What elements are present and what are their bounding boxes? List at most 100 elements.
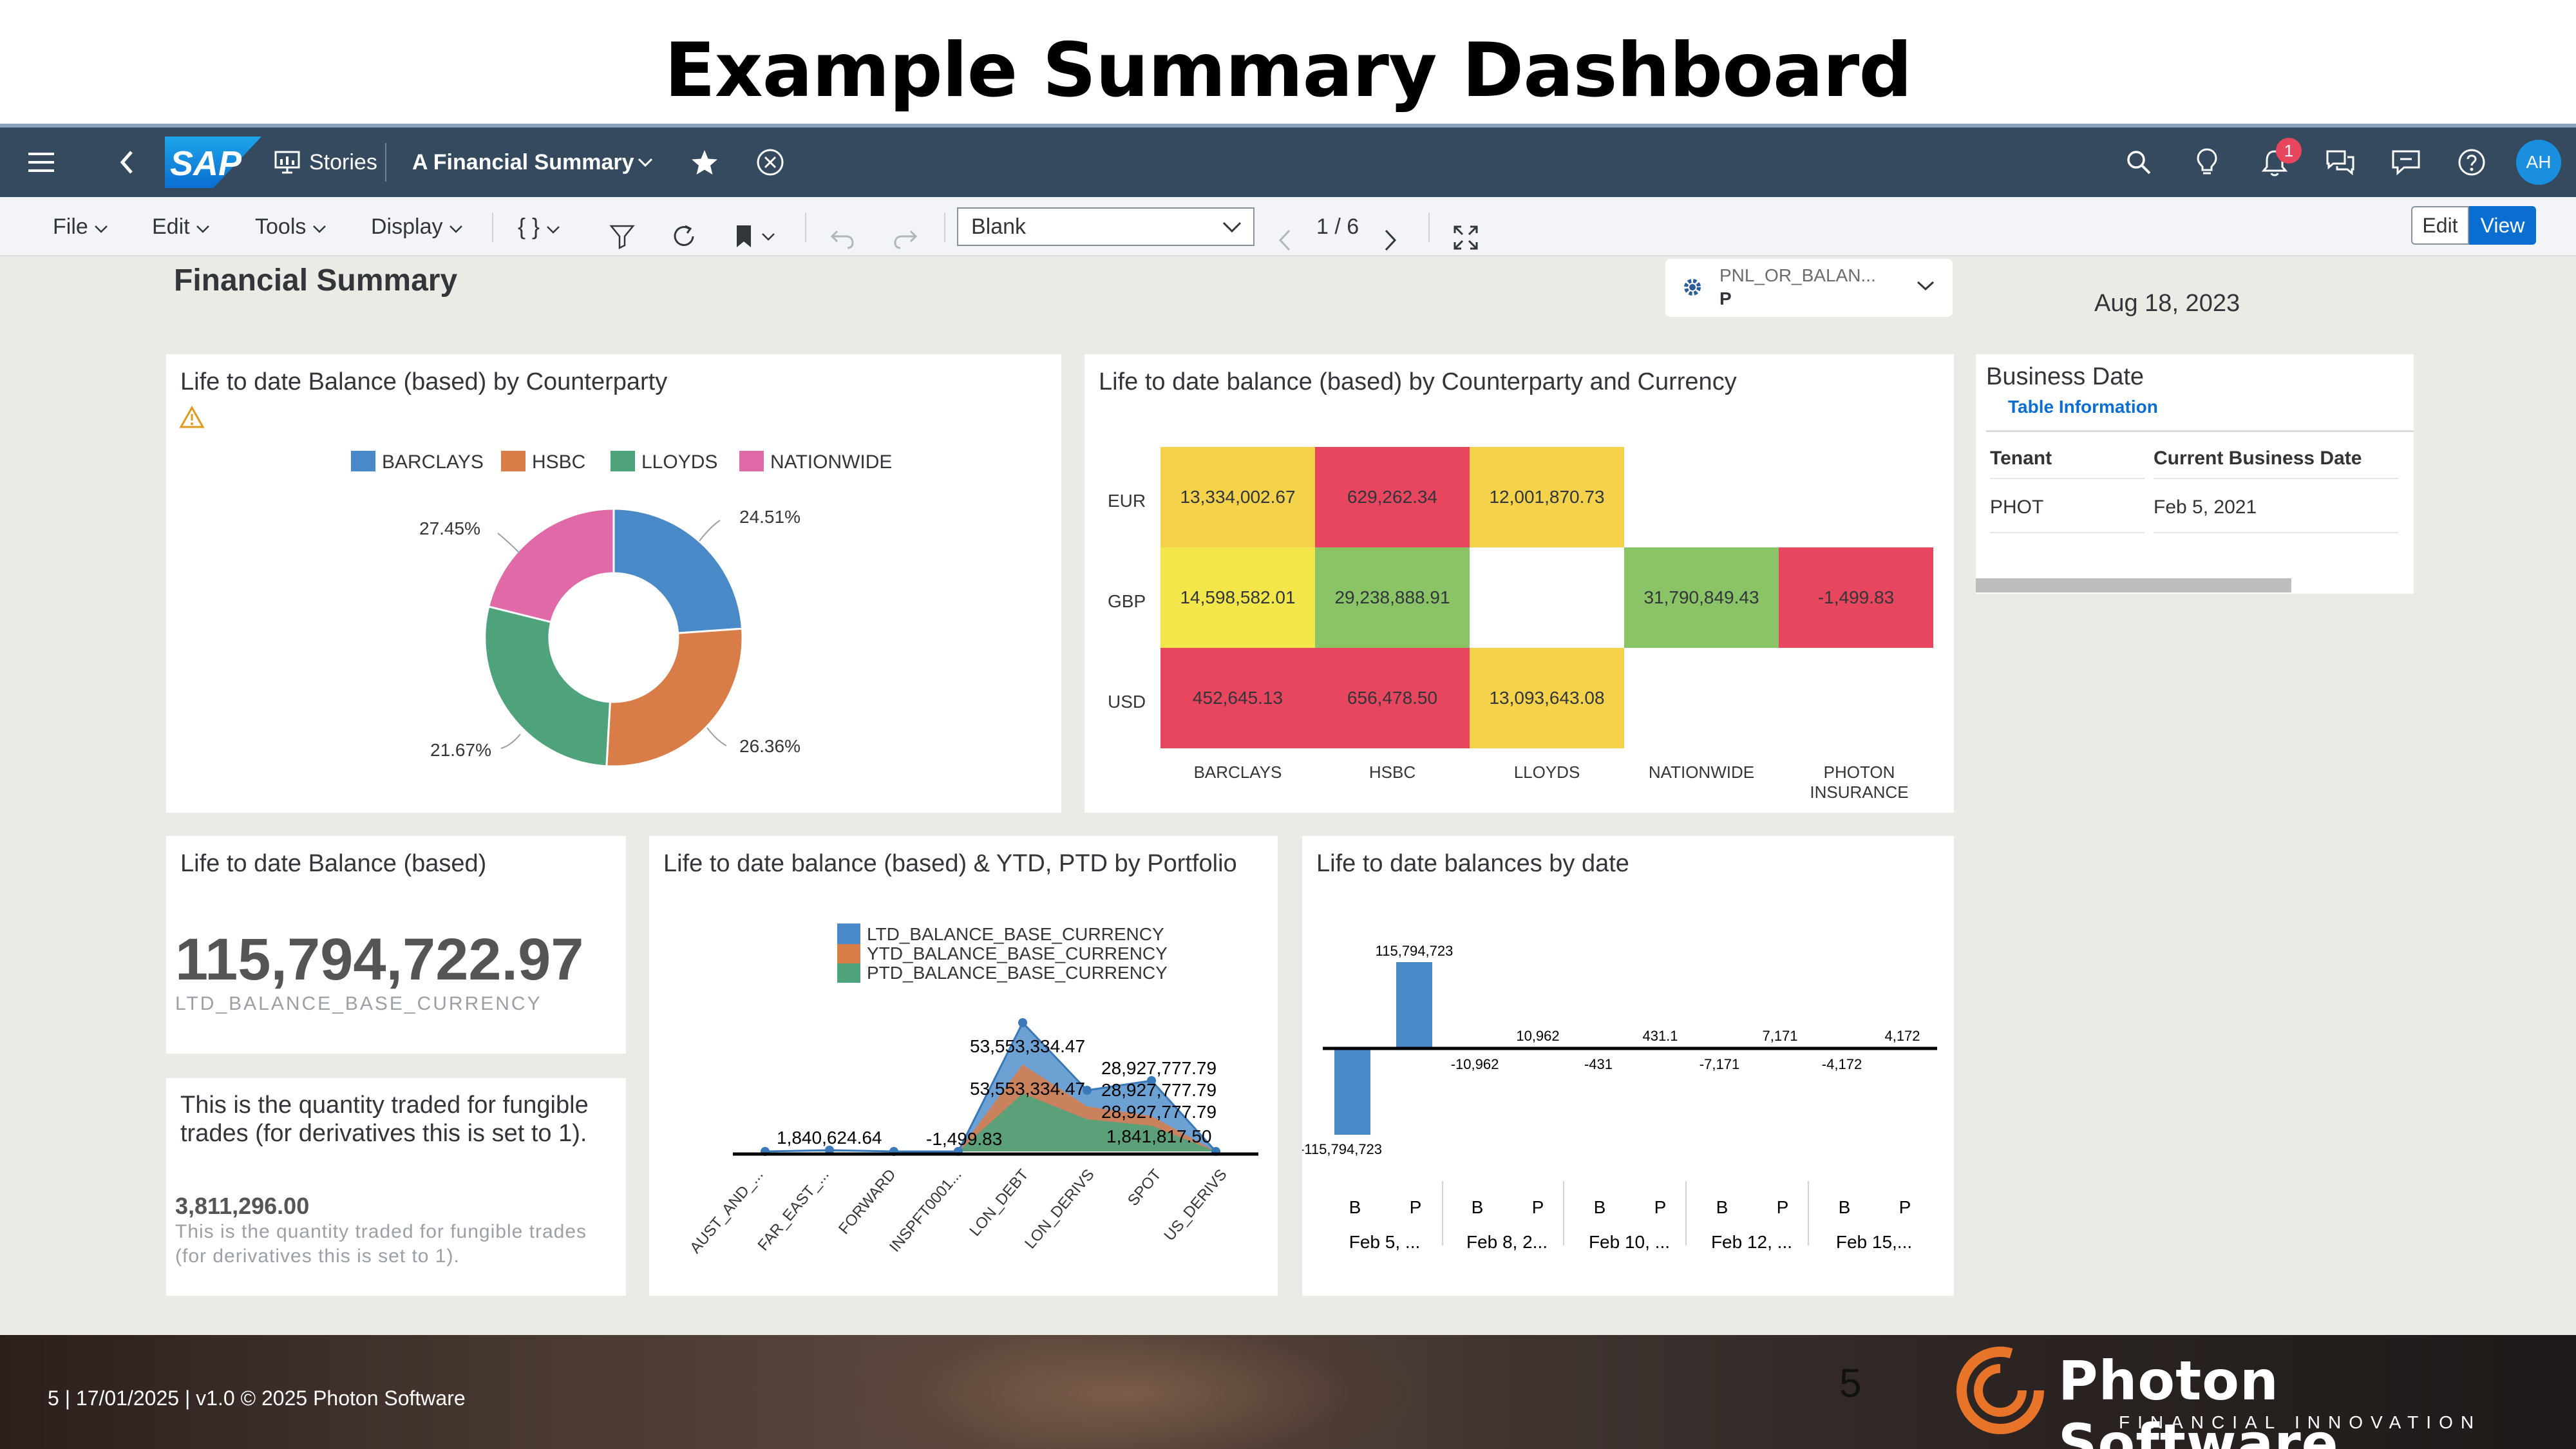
fullscreen-icon[interactable] bbox=[1453, 214, 1479, 250]
heatmap-cell[interactable]: 14,598,582.01 bbox=[1160, 547, 1315, 648]
avatar[interactable]: AH bbox=[2516, 140, 2561, 185]
search-icon[interactable] bbox=[2123, 128, 2155, 197]
heatmap-cell[interactable]: 13,334,002.67 bbox=[1160, 447, 1315, 547]
data-label: 53,553,334.47 bbox=[970, 1036, 1085, 1056]
notification-badge: 1 bbox=[2276, 138, 2302, 164]
back-icon[interactable] bbox=[111, 128, 143, 197]
bookmark-icon[interactable] bbox=[733, 213, 778, 247]
close-circle-icon[interactable] bbox=[752, 128, 788, 197]
lightbulb-icon[interactable] bbox=[2191, 128, 2223, 197]
legend-label: LLOYDS bbox=[641, 451, 717, 473]
redo-icon[interactable] bbox=[893, 214, 918, 249]
donut-slice-hsbc[interactable] bbox=[605, 627, 744, 768]
data-point[interactable] bbox=[1083, 1086, 1092, 1095]
warning-icon bbox=[179, 406, 205, 428]
fungible-value: 3,811,296.00 bbox=[175, 1193, 310, 1219]
donut-slice-barclays[interactable] bbox=[612, 507, 744, 634]
chevron-down-icon bbox=[196, 225, 209, 233]
horizontal-scrollbar[interactable] bbox=[1976, 578, 2291, 592]
heatmap-cell[interactable]: 452,645.13 bbox=[1160, 648, 1315, 748]
data-point[interactable] bbox=[1147, 1076, 1156, 1085]
menu-icon[interactable] bbox=[24, 128, 58, 197]
table-info-tab[interactable]: Table Information bbox=[2008, 397, 2158, 417]
chevron-down-icon bbox=[1917, 281, 1935, 291]
heatmap-cell[interactable]: 13,093,643.08 bbox=[1470, 648, 1624, 748]
input-control[interactable]: PNL_OR_BALAN... P bbox=[1665, 259, 1953, 317]
file-menu[interactable]: File bbox=[53, 197, 108, 256]
category-label: INSPFT0001... bbox=[886, 1166, 965, 1256]
toolbar-separator bbox=[492, 213, 493, 242]
line-ltd bbox=[764, 1021, 1217, 1153]
category-label: US_DERIVS bbox=[1160, 1166, 1230, 1245]
help-icon[interactable] bbox=[2454, 128, 2490, 197]
kpi-tile[interactable]: Life to date Balance (based) 115,794,722… bbox=[166, 836, 626, 1054]
photon-logo-icon bbox=[1956, 1347, 2044, 1434]
shell-bar: SAP Stories A Financial Summary 1 AH bbox=[0, 128, 2576, 197]
chevron-down-icon bbox=[547, 226, 560, 234]
data-label: -1,499.83 bbox=[926, 1129, 1002, 1149]
heatmap-cell[interactable]: 12,001,870.73 bbox=[1470, 447, 1624, 547]
view-mode-button[interactable]: View bbox=[2469, 206, 2536, 245]
slice-label: 21.67% bbox=[430, 740, 491, 760]
edit-mode-button[interactable]: Edit bbox=[2411, 206, 2469, 245]
bar-p[interactable] bbox=[1396, 962, 1432, 1047]
bar-b[interactable] bbox=[1334, 1050, 1370, 1135]
tile-title: Life to date balance (based) & YTD, PTD … bbox=[663, 850, 1237, 877]
data-point[interactable] bbox=[1018, 1018, 1027, 1027]
formula-icon: { } bbox=[518, 213, 540, 240]
next-page-icon[interactable] bbox=[1383, 215, 1397, 251]
column-label: BARCLAYS bbox=[1193, 762, 1282, 782]
heatmap-tile[interactable]: Life to date balance (based) by Counterp… bbox=[1084, 354, 1954, 813]
data-label: 1,840,624.64 bbox=[777, 1128, 882, 1148]
footer-nebula bbox=[837, 1335, 1417, 1449]
heatmap-cell[interactable]: 629,262.34 bbox=[1315, 447, 1470, 547]
chevron-down-icon bbox=[450, 225, 462, 233]
business-date-tile[interactable]: Business Date Table Information Tenant C… bbox=[1976, 354, 2414, 594]
legend-label: PTD_BALANCE_BASE_CURRENCY bbox=[867, 963, 1168, 983]
row-label: USD bbox=[1108, 692, 1146, 712]
stories-link[interactable]: Stories bbox=[309, 150, 377, 175]
filter-icon[interactable] bbox=[609, 213, 635, 250]
heatmap-cell[interactable]: 656,478.50 bbox=[1315, 648, 1470, 748]
story-name[interactable]: A Financial Summary bbox=[412, 150, 634, 175]
edit-menu[interactable]: Edit bbox=[152, 197, 210, 256]
bar-label: -10,962 bbox=[1451, 1056, 1499, 1072]
area-ptd[interactable] bbox=[765, 1094, 1216, 1151]
category-label: FORWARD bbox=[835, 1166, 900, 1238]
balances-bar-chart: 115,794,723 -115,794,723 10,962 -10,962 … bbox=[1302, 943, 1937, 1252]
donut-slice-lloyds[interactable] bbox=[484, 605, 611, 768]
donut-chart-tile[interactable]: Life to date Balance (based) by Counterp… bbox=[166, 354, 1061, 813]
data-label: 53,553,334.47 bbox=[970, 1079, 1085, 1099]
feedback-icon[interactable] bbox=[2388, 128, 2424, 197]
legend-swatch-hsbc bbox=[501, 451, 526, 471]
tile-title: Life to date balance (based) by Counterp… bbox=[1099, 368, 1737, 395]
refresh-icon[interactable] bbox=[671, 213, 697, 246]
portfolio-area-chart: LTD_BALANCE_BASE_CURRENCY YTD_BALANCE_BA… bbox=[687, 923, 1258, 1256]
bar-label: -4,172 bbox=[1822, 1056, 1862, 1072]
edit-menu-label: Edit bbox=[152, 214, 190, 239]
portfolio-chart-tile[interactable]: Life to date balance (based) & YTD, PTD … bbox=[649, 836, 1278, 1296]
tools-menu[interactable]: Tools bbox=[255, 197, 327, 256]
data-label: 1,841,817.50 bbox=[1106, 1126, 1212, 1146]
donut-slice-nationwide[interactable] bbox=[487, 507, 615, 623]
heatmap-cell[interactable]: 29,238,888.91 bbox=[1315, 547, 1470, 648]
star-icon[interactable] bbox=[687, 128, 723, 197]
heatmap-cell[interactable]: -1,499.83 bbox=[1779, 547, 1933, 648]
display-menu[interactable]: Display bbox=[371, 197, 463, 256]
date-text: Aug 18, 2023 bbox=[2094, 290, 2240, 317]
heatmap-grid: EUR GBP USD 13,334,002.67 629,262.34 12,… bbox=[1084, 354, 1954, 813]
prev-page-icon[interactable] bbox=[1278, 215, 1292, 251]
discussions-icon[interactable] bbox=[2322, 128, 2358, 197]
page-select[interactable]: Blank bbox=[957, 207, 1255, 246]
category-label: FAR_EAST_... bbox=[755, 1166, 833, 1255]
chevron-down-icon bbox=[1222, 222, 1242, 233]
heatmap-cell[interactable]: 31,790,849.43 bbox=[1624, 547, 1779, 648]
legend-label: YTD_BALANCE_BASE_CURRENCY bbox=[867, 943, 1168, 963]
formula-menu[interactable]: { } bbox=[518, 197, 560, 256]
undo-icon[interactable] bbox=[829, 214, 855, 249]
fungible-tile[interactable]: This is the quantity traded for fungible… bbox=[166, 1078, 626, 1296]
chevron-down-icon[interactable] bbox=[634, 128, 657, 197]
date-label: Feb 5, ... bbox=[1349, 1232, 1421, 1252]
balances-by-date-tile[interactable]: Life to date balances by date 115,794,72… bbox=[1302, 836, 1954, 1296]
stories-icon[interactable] bbox=[273, 128, 301, 197]
